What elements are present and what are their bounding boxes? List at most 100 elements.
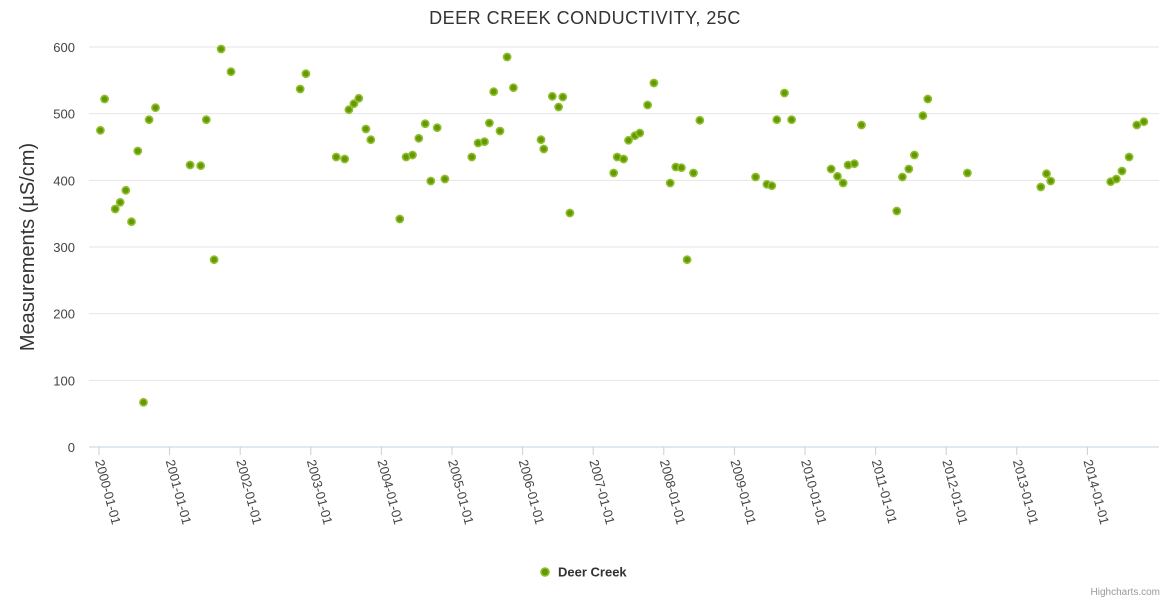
x-tick-label: 2006-01-01 (516, 458, 548, 526)
data-point[interactable] (963, 168, 972, 178)
data-point[interactable] (209, 255, 219, 265)
data-point[interactable] (185, 160, 195, 170)
y-tick-label: 500 (53, 107, 75, 122)
data-point[interactable] (780, 88, 789, 98)
data-point[interactable] (1139, 117, 1149, 127)
x-tick-label: 2001-01-01 (163, 458, 195, 526)
data-point[interactable] (536, 135, 546, 145)
data-point[interactable] (918, 111, 928, 121)
chart-title: DEER CREEK CONDUCTIVITY, 25C (429, 8, 741, 28)
data-point[interactable] (904, 164, 914, 174)
data-point[interactable] (833, 171, 842, 181)
data-point[interactable] (787, 115, 796, 125)
data-point[interactable] (216, 44, 226, 54)
data-point[interactable] (558, 92, 568, 102)
data-point[interactable] (484, 118, 494, 128)
data-point[interactable] (767, 181, 777, 191)
data-point[interactable] (226, 67, 236, 77)
data-point[interactable] (857, 120, 866, 130)
data-point[interactable] (547, 91, 557, 101)
data-point[interactable] (1046, 176, 1056, 186)
data-point[interactable] (850, 159, 859, 169)
x-axis-ticks: 2000-01-01 2001-01-01 2002-01-01 2003-01-01… (92, 447, 1112, 526)
y-tick-label: 0 (68, 440, 75, 455)
data-point[interactable] (624, 135, 633, 145)
data-point[interactable] (144, 115, 154, 125)
data-point[interactable] (649, 78, 659, 88)
credits-link[interactable]: Highcharts.com (1091, 587, 1160, 598)
data-point[interactable] (408, 150, 417, 160)
data-point[interactable] (349, 99, 359, 109)
x-tick-label: 2007-01-01 (586, 458, 618, 526)
data-point[interactable] (489, 87, 499, 97)
data-point[interactable] (1042, 169, 1051, 179)
data-point[interactable] (689, 168, 698, 178)
data-point[interactable] (1036, 182, 1046, 192)
data-point[interactable] (635, 128, 645, 138)
data-point[interactable] (340, 154, 350, 164)
data-point[interactable] (366, 135, 376, 145)
data-point[interactable] (677, 163, 686, 173)
data-point[interactable] (682, 255, 692, 265)
data-point[interactable] (923, 94, 933, 104)
data-point[interactable] (1124, 152, 1134, 162)
y-tick-label: 300 (53, 240, 75, 255)
data-point[interactable] (440, 174, 450, 184)
data-point[interactable] (467, 152, 477, 162)
data-point[interactable] (1111, 174, 1121, 184)
data-point[interactable] (609, 168, 619, 178)
data-point[interactable] (301, 69, 311, 79)
y-tick-label: 400 (53, 173, 75, 188)
data-point[interactable] (395, 214, 405, 224)
data-point[interactable] (565, 208, 575, 218)
data-point[interactable] (509, 83, 518, 93)
data-point[interactable] (1132, 120, 1142, 130)
data-point[interactable] (354, 93, 364, 103)
data-point[interactable] (110, 204, 120, 214)
data-point[interactable] (826, 164, 836, 174)
data-point[interactable] (139, 397, 148, 407)
data-point[interactable] (643, 100, 652, 110)
data-point[interactable] (892, 206, 902, 216)
x-tick-label: 2014-01-01 (1081, 458, 1113, 526)
data-point[interactable] (331, 152, 341, 162)
data-point[interactable] (495, 126, 505, 136)
data-point[interactable] (196, 161, 206, 171)
data-point[interactable] (96, 125, 105, 135)
data-point[interactable] (910, 150, 919, 160)
data-point[interactable] (151, 103, 160, 113)
data-point[interactable] (201, 115, 211, 125)
data-point[interactable] (502, 52, 512, 62)
data-point[interactable] (772, 115, 782, 125)
data-point[interactable] (127, 217, 136, 227)
data-point[interactable] (665, 178, 675, 188)
x-tick-label: 2013-01-01 (1010, 458, 1042, 526)
data-point[interactable] (115, 197, 125, 207)
data-point[interactable] (100, 94, 109, 104)
legend[interactable]: Deer Creek (540, 565, 627, 580)
x-tick-label: 2005-01-01 (445, 458, 477, 526)
data-point[interactable] (426, 176, 436, 186)
data-point[interactable] (133, 146, 143, 156)
data-point[interactable] (361, 124, 371, 134)
data-point[interactable] (1117, 166, 1127, 176)
data-point[interactable] (838, 178, 848, 188)
data-point[interactable] (695, 115, 705, 125)
data-point[interactable] (480, 137, 489, 147)
data-point[interactable] (619, 154, 628, 164)
data-point[interactable] (539, 144, 549, 154)
legend-item-deer-creek[interactable]: Deer Creek (558, 565, 627, 580)
data-point[interactable] (751, 172, 760, 182)
x-tick-label: 2009-01-01 (728, 458, 760, 526)
y-axis-ticks: 0 100 200 300 400 500 600 (53, 40, 75, 455)
data-point[interactable] (344, 105, 354, 115)
data-point[interactable] (414, 133, 424, 143)
data-point[interactable] (898, 172, 907, 182)
data-point[interactable] (432, 123, 442, 133)
data-point[interactable] (554, 102, 563, 112)
data-point[interactable] (295, 84, 305, 94)
x-tick-label: 2002-01-01 (233, 458, 265, 526)
x-tick-label: 2004-01-01 (375, 458, 407, 526)
data-point[interactable] (420, 119, 430, 129)
data-point[interactable] (121, 185, 131, 195)
